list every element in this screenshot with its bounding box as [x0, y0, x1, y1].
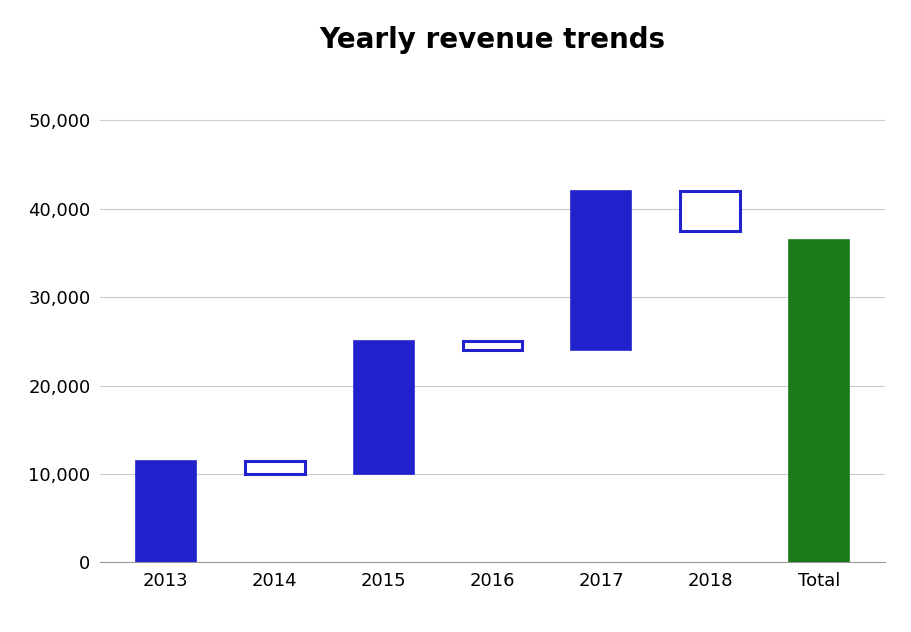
Title: Yearly revenue trends: Yearly revenue trends	[319, 26, 665, 54]
Bar	[680, 191, 740, 231]
Bar	[571, 191, 630, 350]
Bar	[244, 461, 304, 474]
Bar	[462, 341, 522, 350]
Bar	[788, 240, 848, 562]
Bar	[136, 461, 196, 562]
Bar	[353, 341, 413, 474]
